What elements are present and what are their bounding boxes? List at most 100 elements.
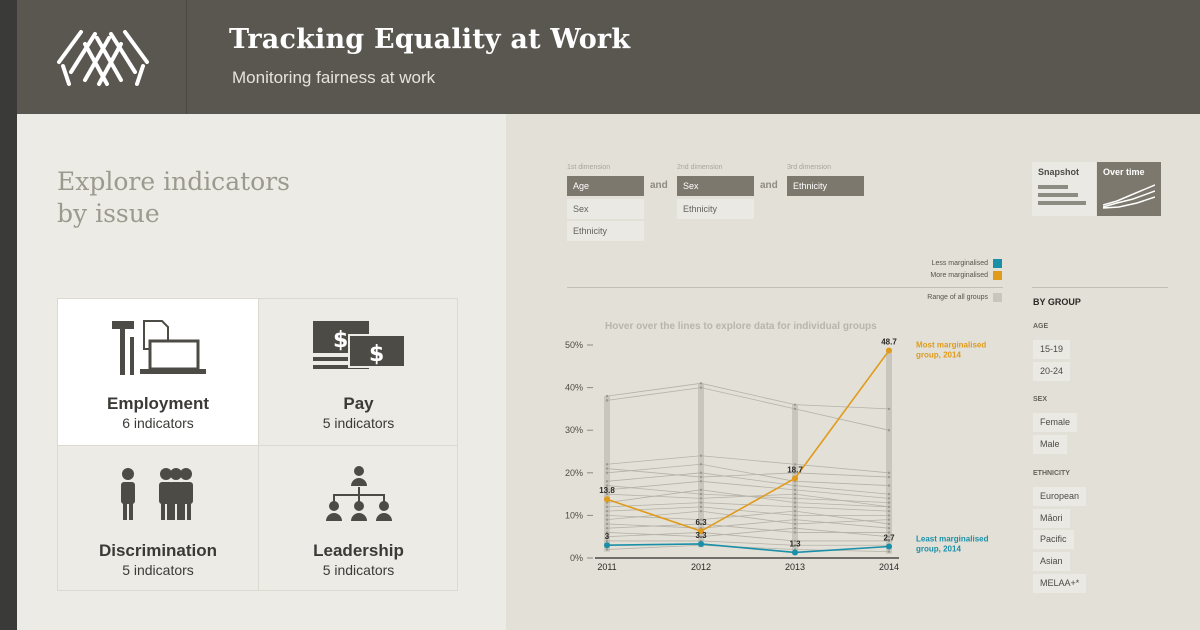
group-point: [699, 501, 703, 504]
issue-employment[interactable]: Employment 6 indicators: [58, 299, 258, 445]
dim1-option-sex[interactable]: Sex: [567, 199, 644, 219]
group-age-15-19[interactable]: 15-19: [1033, 340, 1071, 359]
group-point: [793, 471, 797, 474]
group-point: [699, 505, 703, 509]
group-point: [699, 497, 703, 500]
issue-count: 5 indicators: [122, 562, 194, 578]
legend-less-label: Less marginalised: [931, 260, 988, 267]
org-chart-icon: [326, 466, 392, 521]
dollar-notes-icon: $ $: [313, 321, 406, 369]
data-label: 2.7: [883, 533, 895, 542]
group-line: [606, 523, 889, 533]
series-point: [604, 542, 610, 549]
over-time-chart[interactable]: 0% 10% 20% 30% 40% 50% 2011 2012 2013 2014 13.8 6.3…: [539, 318, 1019, 578]
chart-hint: Hover over the lines to explore data for…: [605, 321, 877, 332]
issue-name: Leadership: [313, 541, 404, 560]
series-label: Most marginalised: [916, 341, 986, 350]
group-point: [699, 535, 703, 538]
group-ethnicity-european[interactable]: European: [1033, 487, 1087, 506]
x-tick-label: 2014: [879, 562, 899, 572]
group-point: [699, 382, 703, 385]
data-label: 3: [605, 532, 610, 541]
y-tick-label: 10%: [565, 510, 583, 520]
series-point: [698, 528, 704, 535]
legend-less-swatch: [993, 259, 1002, 268]
bar-chart-icon: [1038, 185, 1086, 205]
group-ethnicity-asian[interactable]: Asian: [1033, 552, 1070, 571]
issue-pay[interactable]: $ $ Pay 5 indicators: [258, 299, 458, 445]
group-ethnicity-pacific[interactable]: Pacific: [1033, 530, 1074, 549]
page: Tracking Equality at Work Monitoring fai…: [17, 0, 1200, 630]
over-time-button[interactable]: Over time: [1097, 162, 1161, 216]
group-point: [887, 505, 891, 509]
series-point: [886, 543, 892, 550]
group-point: [887, 526, 891, 530]
group-point: [887, 475, 891, 479]
group-point: [605, 484, 609, 487]
and-label-1: and: [650, 180, 668, 191]
svg-text:$: $: [333, 328, 348, 353]
group-point: [793, 505, 797, 509]
dim1-option-ethnicity[interactable]: Ethnicity: [567, 221, 644, 241]
group-line: [606, 480, 890, 499]
site-title[interactable]: Tracking Equality at Work: [229, 24, 631, 55]
dim1-option-age[interactable]: Age: [567, 176, 644, 196]
issue-discrimination[interactable]: Discrimination 5 indicators: [58, 445, 258, 591]
group-point: [699, 475, 703, 479]
group-point: [793, 501, 797, 504]
group-ethnicity-maori[interactable]: Māori: [1033, 509, 1070, 528]
group-point: [699, 454, 703, 457]
group-point: [887, 539, 891, 543]
group-point: [887, 497, 891, 500]
group-point: [793, 492, 797, 496]
group-sex-female[interactable]: Female: [1033, 413, 1078, 432]
y-tick-label: 0%: [570, 553, 583, 563]
y-tick-label: 20%: [565, 468, 583, 478]
logo-icon[interactable]: [55, 28, 151, 88]
issue-count: 5 indicators: [322, 562, 395, 578]
age-heading: AGE: [1033, 323, 1049, 330]
group-line: [606, 506, 889, 516]
group-ethnicity-melaa[interactable]: MELAA+*: [1033, 574, 1087, 593]
group-divider: [1032, 287, 1168, 288]
dim2-option-ethnicity[interactable]: Ethnicity: [677, 199, 754, 219]
group-point: [605, 522, 609, 526]
group-point: [793, 403, 797, 406]
group-point: [605, 399, 609, 402]
group-line: [606, 455, 890, 474]
site-subtitle: Monitoring fairness at work: [232, 68, 436, 87]
group-point: [793, 463, 797, 466]
svg-text:$: $: [369, 342, 384, 367]
legend-more-swatch: [993, 271, 1002, 280]
group-point: [793, 407, 797, 411]
group-point: [699, 471, 703, 474]
data-label: 6.3: [695, 518, 707, 527]
group-point: [699, 488, 703, 492]
issue-leadership[interactable]: Leadership 5 indicators: [258, 445, 458, 591]
group-age-20-24[interactable]: 20-24: [1033, 362, 1071, 381]
group-point: [699, 509, 703, 513]
people-group-icon: [121, 468, 193, 520]
group-line: [606, 532, 889, 542]
group-point: [887, 550, 891, 553]
sex-heading: SEX: [1033, 396, 1048, 403]
group-point: [887, 471, 891, 474]
group-point: [793, 509, 797, 513]
legend-divider: [567, 287, 1003, 288]
group-sex-male[interactable]: Male: [1033, 435, 1067, 454]
group-point: [605, 535, 609, 538]
header-divider: [186, 0, 187, 114]
group-point: [699, 522, 703, 526]
dim2-label: 2nd dimension: [677, 164, 723, 171]
site-header: Tracking Equality at Work Monitoring fai…: [17, 0, 1200, 114]
group-point: [887, 407, 891, 411]
group-line: [606, 485, 890, 504]
group-point: [605, 539, 609, 543]
group-point: [793, 484, 797, 487]
dim3-option-ethnicity[interactable]: Ethnicity: [787, 176, 864, 196]
group-point: [605, 526, 609, 530]
snapshot-button[interactable]: Snapshot: [1032, 162, 1096, 216]
dim2-option-sex[interactable]: Sex: [677, 176, 754, 196]
legend-range-label: Range of all groups: [927, 294, 988, 301]
legend-more-label: More marginalised: [930, 272, 988, 279]
